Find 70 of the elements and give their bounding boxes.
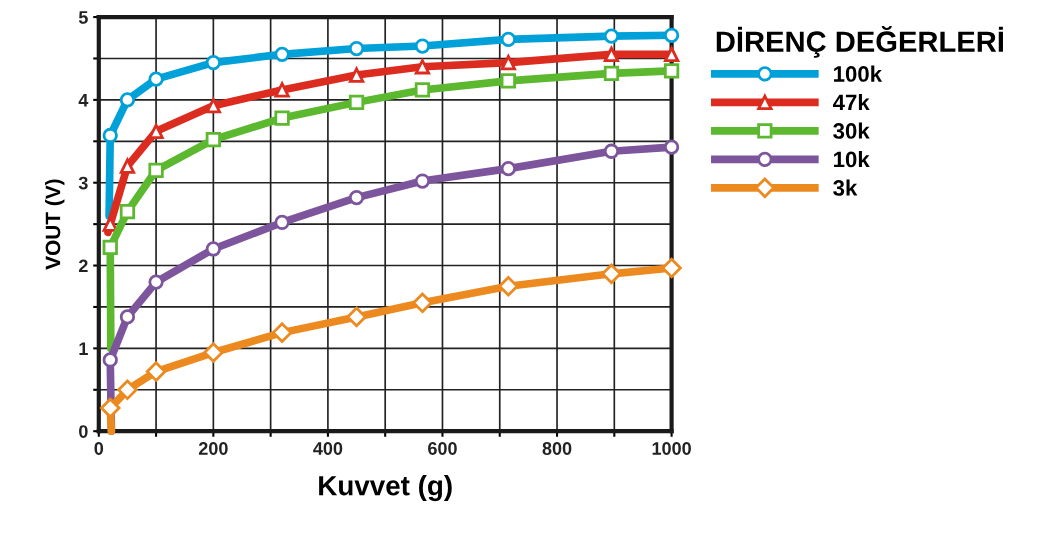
point [274,214,290,231]
point [102,216,118,232]
y-tick-label: 1 [79,342,88,355]
point [414,82,431,98]
y-tick-label: 0 [79,425,88,438]
point [148,123,164,139]
legend-label: 100k [834,65,883,82]
point [603,143,620,159]
point [414,173,431,189]
point [414,59,431,75]
point [102,352,118,368]
point [663,139,680,155]
y-tick-label: 5 [78,11,88,24]
point [100,397,121,419]
legend-title: DİRENÇ DEĞERLERİ [716,25,1003,58]
point [119,309,136,325]
point [414,38,431,54]
point [271,322,293,343]
point [274,110,290,126]
x-axis-title: Kuvvet (g) [319,475,452,502]
legend-label: 10k [834,151,870,168]
point [205,132,221,148]
point [663,27,680,43]
point [119,156,136,174]
point [205,241,221,257]
point [119,204,136,220]
point [148,162,164,178]
y-tick-label: 4 [78,94,89,107]
legend-label: 30k [833,122,870,139]
point [117,379,138,401]
y-tick-label: 3 [78,176,88,190]
point [603,28,620,44]
y-tick-label: 2 [78,259,88,273]
point [205,54,221,71]
point [663,46,680,62]
point [119,92,136,108]
point [500,73,516,89]
point [348,40,365,57]
x-tick-label: 1000 [652,442,691,455]
point [274,46,290,62]
point [498,276,519,297]
point [203,342,224,363]
point [500,160,516,177]
point [348,67,365,83]
point [603,65,620,82]
x-tick-label: 0 [94,442,104,455]
point [148,71,164,87]
point [601,263,622,285]
point [148,274,164,290]
legend-label: 47k [832,94,870,111]
point [205,98,221,114]
point [145,361,167,382]
point [346,306,367,328]
point [274,82,290,98]
point [603,46,620,62]
point [102,127,118,144]
point [500,54,516,71]
point [348,94,365,111]
point [412,292,433,314]
x-tick-label: 800 [542,442,572,455]
x-tick-label: 400 [313,442,343,455]
x-tick-label: 600 [428,442,457,455]
point [500,31,516,48]
point [661,257,682,279]
y-axis-title: VOUT (V) [45,179,65,270]
legend-label: 3k [833,179,858,196]
point [102,239,118,255]
point [663,63,680,79]
point [348,189,365,206]
x-tick-label: 200 [198,442,228,455]
